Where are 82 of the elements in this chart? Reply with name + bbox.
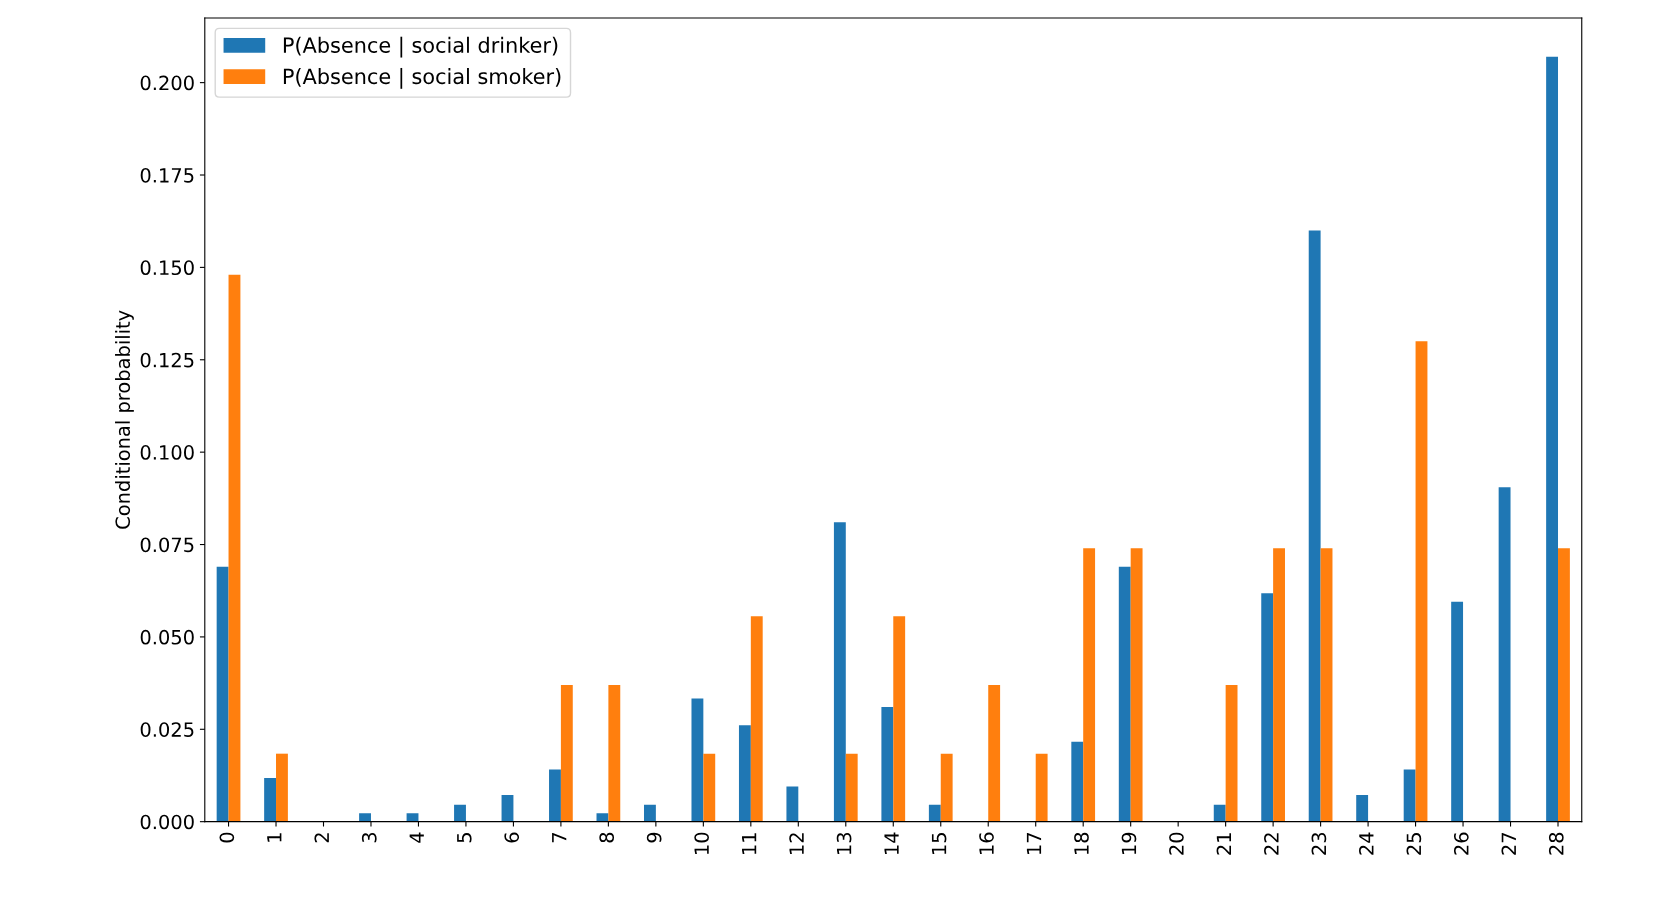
bar [1130, 548, 1143, 822]
y-tick-label: 0.000 [140, 814, 194, 830]
bar [1273, 548, 1285, 822]
x-tick-label: 1 [267, 833, 282, 842]
bar [1083, 548, 1096, 822]
bar [1261, 593, 1274, 822]
bar [501, 795, 514, 822]
x-tick-label: 22 [1264, 833, 1279, 855]
bar [881, 707, 894, 822]
legend-label: P(Absence | social drinker) [283, 36, 558, 58]
bar [750, 616, 763, 822]
y-tick-label: 0.025 [140, 722, 194, 737]
bar [738, 725, 751, 822]
bar [1403, 769, 1416, 822]
bar [1451, 601, 1464, 822]
bar [1320, 548, 1333, 822]
x-tick-label: 12 [789, 833, 804, 854]
y-tick-label: 0.200 [140, 75, 194, 91]
x-tick-label: 8 [599, 832, 615, 843]
bar [1546, 56, 1559, 822]
bar [988, 684, 1001, 822]
x-tick-label: 28 [1548, 832, 1564, 855]
bar [1035, 753, 1048, 822]
bar [549, 769, 561, 822]
x-tick-label: 9 [646, 832, 662, 843]
bar [1213, 804, 1226, 822]
bar [1558, 548, 1570, 822]
y-tick-label: 0.050 [140, 629, 194, 645]
bar [833, 522, 846, 822]
y-axis-title: Conditional probability [115, 310, 134, 529]
x-tick-label: 26 [1453, 832, 1469, 855]
bar [786, 786, 799, 822]
bar [893, 616, 906, 822]
x-tick-label: 15 [931, 833, 947, 854]
y-tick-label: 0.175 [140, 167, 194, 183]
bar [276, 753, 288, 822]
x-tick-label: 11 [742, 833, 757, 854]
x-tick-label: 17 [1026, 833, 1042, 854]
x-tick-label: 6 [504, 832, 520, 843]
bar [216, 566, 229, 822]
y-tick-label: 0.125 [140, 352, 194, 368]
bar [845, 753, 858, 822]
x-tick-label: 23 [1311, 832, 1327, 855]
bar [1308, 230, 1321, 822]
bar [940, 753, 953, 822]
x-tick-label: 10 [694, 832, 709, 854]
bar [928, 804, 941, 822]
x-tick-label: 18 [1074, 832, 1089, 854]
bar [359, 813, 371, 822]
x-tick-label: 19 [1121, 832, 1137, 854]
bar [560, 684, 573, 822]
x-tick-label: 0 [219, 832, 235, 843]
bar [228, 274, 241, 822]
y-tick-label: 0.075 [140, 537, 194, 553]
bar [264, 778, 277, 822]
x-tick-label: 21 [1216, 833, 1232, 855]
x-tick-label: 27 [1501, 833, 1516, 855]
bar [1225, 684, 1238, 822]
x-tick-label: 2 [314, 833, 329, 843]
x-tick-label: 14 [884, 832, 899, 854]
bar [1415, 341, 1428, 822]
bar [644, 804, 656, 822]
x-tick-label: 4 [409, 832, 424, 843]
bar [691, 698, 704, 822]
x-tick-label: 3 [361, 832, 377, 843]
x-tick-label: 24 [1359, 832, 1374, 855]
bar [1356, 795, 1369, 822]
x-tick-label: 7 [552, 833, 567, 843]
y-tick-label: 0.100 [140, 445, 194, 460]
bar [1498, 487, 1511, 822]
x-tick-label: 5 [457, 833, 472, 843]
x-tick-label: 25 [1406, 833, 1422, 855]
x-tick-label: 13 [836, 832, 852, 854]
y-tick-label: 0.150 [140, 260, 194, 276]
bar [1118, 566, 1131, 822]
x-tick-label: 16 [979, 832, 994, 854]
bar [608, 684, 621, 822]
x-tick-label: 20 [1169, 832, 1184, 855]
legend-label: P(Absence | social smoker) [283, 67, 561, 89]
bar [454, 804, 466, 822]
bar [703, 753, 716, 822]
bar [1071, 741, 1084, 822]
